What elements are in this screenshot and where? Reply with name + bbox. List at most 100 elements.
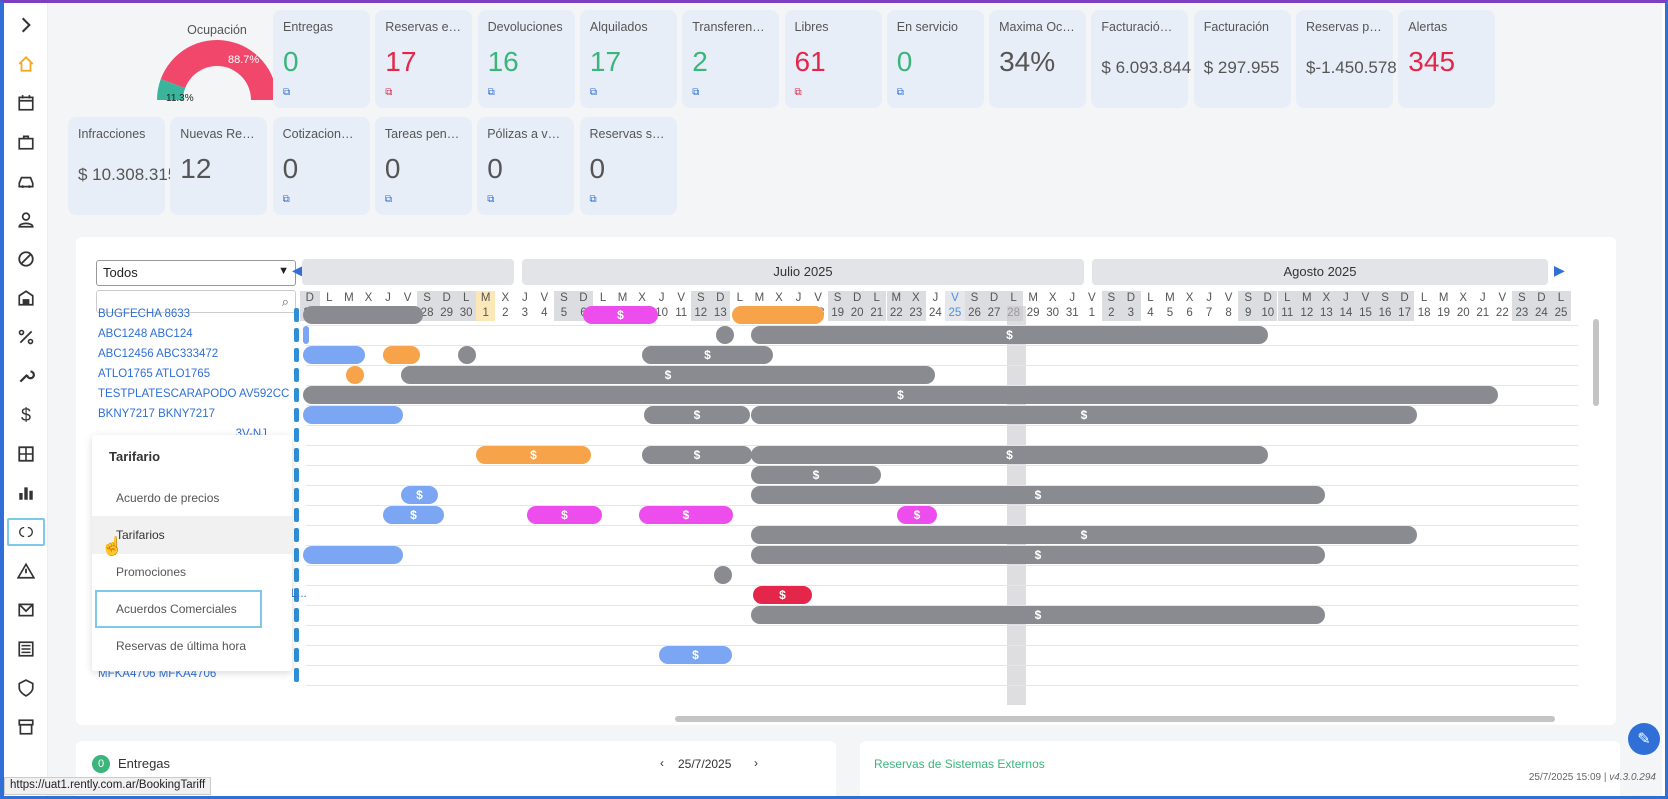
stat-card[interactable]: Reservas sin a... 0 ⧉ <box>579 117 677 215</box>
booking-bar[interactable]: $ <box>751 406 1417 424</box>
external-link-icon[interactable]: ⧉ <box>589 87 598 98</box>
external-link-icon[interactable]: ⧉ <box>794 87 802 98</box>
ban-icon[interactable] <box>12 245 40 273</box>
booking-bar[interactable]: $ <box>751 546 1325 564</box>
external-link-icon[interactable]: ⧉ <box>692 87 700 98</box>
booking-bar[interactable] <box>346 366 364 384</box>
booking-bar[interactable]: $ <box>642 346 773 364</box>
booking-bar[interactable]: $ <box>751 486 1325 504</box>
booking-bar[interactable]: $ <box>751 446 1268 464</box>
tariff-icon[interactable] <box>12 440 40 468</box>
booking-bar[interactable]: $ <box>401 366 935 384</box>
booking-bar[interactable] <box>303 406 403 424</box>
booking-bar[interactable]: $ <box>897 506 937 524</box>
external-link-icon[interactable]: ⧉ <box>487 194 495 205</box>
booking-bar[interactable]: $ <box>383 506 444 524</box>
booking-bar[interactable]: $ <box>751 526 1417 544</box>
horizontal-scrollbar[interactable] <box>675 716 1555 722</box>
booking-bar[interactable]: $ <box>639 506 733 524</box>
chevron-right-icon[interactable] <box>12 11 40 39</box>
menu-item-tarifarios[interactable]: Tarifarios <box>92 516 292 554</box>
dollar-icon[interactable]: $ <box>20 404 31 425</box>
external-link-icon[interactable]: ⧉ <box>384 194 393 205</box>
home-icon[interactable] <box>12 50 40 78</box>
calendar-next-icon[interactable]: ▶ <box>1554 262 1565 278</box>
booking-bar[interactable] <box>303 346 365 364</box>
wrench-icon[interactable] <box>12 362 40 390</box>
menu-item-promociones[interactable]: Promociones <box>116 565 187 579</box>
booking-bar[interactable] <box>303 546 403 564</box>
external-link-icon[interactable]: ⧉ <box>589 194 597 205</box>
calendar-icon[interactable] <box>12 89 40 117</box>
garage-icon[interactable] <box>12 284 40 312</box>
menu-item-acuerdos-comerciales[interactable]: Acuerdos Comerciales <box>95 590 262 628</box>
booking-bar[interactable] <box>458 346 476 364</box>
stat-card[interactable]: Facturación $ 297.955 <box>1193 10 1291 108</box>
date-next-icon[interactable]: › <box>754 756 758 770</box>
booking-bar[interactable]: $ <box>303 386 1498 404</box>
vehicle-plate-link[interactable]: BUGFECHA 8633 <box>98 308 191 320</box>
stat-card[interactable]: Libres 61 ⧉ <box>784 10 882 108</box>
vehicle-plate-link[interactable]: MFKA4706 MFKA4706 <box>98 668 217 680</box>
stat-card[interactable]: Transferencias 2 ⧉ <box>682 10 780 108</box>
stat-card[interactable]: Pólizas a venc... 0 ⧉ <box>477 117 575 215</box>
list-icon[interactable] <box>12 635 40 663</box>
stat-card[interactable]: Maxima Ocup... 34% <box>989 10 1087 108</box>
booking-bar[interactable] <box>714 566 732 584</box>
stat-card[interactable]: Alquilados 17 ⧉ <box>579 10 677 108</box>
menu-item-acuerdo-precios[interactable]: Acuerdo de precios <box>116 491 220 505</box>
booking-bar[interactable] <box>303 326 309 344</box>
stat-card[interactable]: Devoluciones 16 ⧉ <box>477 10 575 108</box>
date-prev-icon[interactable]: ‹ <box>660 756 664 770</box>
external-link-icon[interactable]: ⧉ <box>385 87 393 98</box>
stat-card[interactable]: Cotizaciones ... 0 ⧉ <box>272 117 370 215</box>
external-link-icon[interactable]: ⧉ <box>282 194 290 205</box>
plate-search-input[interactable]: ⌕ <box>96 290 296 313</box>
booking-bar[interactable]: $ <box>644 406 750 424</box>
booking-bar[interactable] <box>383 346 420 364</box>
user-icon[interactable] <box>12 206 40 234</box>
percent-icon[interactable] <box>12 323 40 351</box>
booking-bar[interactable] <box>732 306 824 324</box>
stat-card[interactable]: Alertas 345 <box>1398 10 1496 108</box>
menu-item-reservas-ultima-hora[interactable]: Reservas de última hora <box>116 639 247 653</box>
booking-bar[interactable] <box>716 326 734 344</box>
booking-bar[interactable]: $ <box>751 326 1268 344</box>
stat-card[interactable]: Infracciones $ 10.308.315 <box>68 117 177 215</box>
vehicle-plate-link[interactable]: ATLO1765 ATLO1765 <box>98 368 211 380</box>
booking-bar[interactable]: $ <box>751 606 1325 624</box>
booking-bar[interactable]: $ <box>753 586 812 604</box>
edit-fab-button[interactable]: ✎ <box>1628 723 1660 755</box>
booking-bar[interactable]: $ <box>527 506 602 524</box>
car-icon[interactable] <box>12 167 40 195</box>
booking-bar[interactable]: $ <box>476 446 591 464</box>
calendar-prev-icon[interactable]: ◀ <box>292 262 303 278</box>
booking-bar[interactable]: $ <box>401 486 438 504</box>
vertical-scrollbar[interactable] <box>1593 319 1599 406</box>
bar-chart-icon[interactable] <box>12 479 40 507</box>
briefcase-icon[interactable] <box>12 128 40 156</box>
booking-bar[interactable]: $ <box>642 446 752 464</box>
booking-bar[interactable]: $ <box>751 466 881 484</box>
booking-bar[interactable] <box>303 306 423 324</box>
agreement-icon[interactable] <box>7 518 45 546</box>
shield-icon[interactable] <box>12 674 40 702</box>
archive-icon[interactable] <box>12 713 40 741</box>
warning-icon[interactable] <box>12 557 40 585</box>
vehicle-plate-link[interactable]: ABC1248 ABC124 <box>98 328 193 340</box>
external-link-icon[interactable]: ⧉ <box>283 87 291 98</box>
vehicle-plate-link[interactable]: BKNY7217 BKNY7217 <box>98 408 215 420</box>
stat-card[interactable]: Tareas pendie... 0 ⧉ <box>374 117 472 215</box>
vehicle-plate-link[interactable]: ABC12456 ABC333472 <box>98 348 219 360</box>
mail-icon[interactable] <box>12 596 40 624</box>
category-filter-select[interactable]: Todos ▼ <box>96 260 296 286</box>
stat-card[interactable]: Entregas 0 ⧉ <box>273 10 370 108</box>
booking-bar[interactable]: $ <box>659 646 732 664</box>
external-link-icon[interactable]: ⧉ <box>896 87 904 98</box>
stat-card[interactable]: Nuevas Reser... 12 <box>170 117 268 215</box>
stat-card[interactable]: Reservas entr... 17 ⧉ <box>375 10 473 108</box>
external-link-icon[interactable]: ⧉ <box>487 87 495 98</box>
vehicle-plate-link[interactable]: TESTPLATESCARAPODO AV592CC <box>98 388 290 400</box>
booking-bar[interactable]: $ <box>583 306 658 324</box>
stat-card[interactable]: Reservas por ... $-1.450.578 <box>1296 10 1397 108</box>
